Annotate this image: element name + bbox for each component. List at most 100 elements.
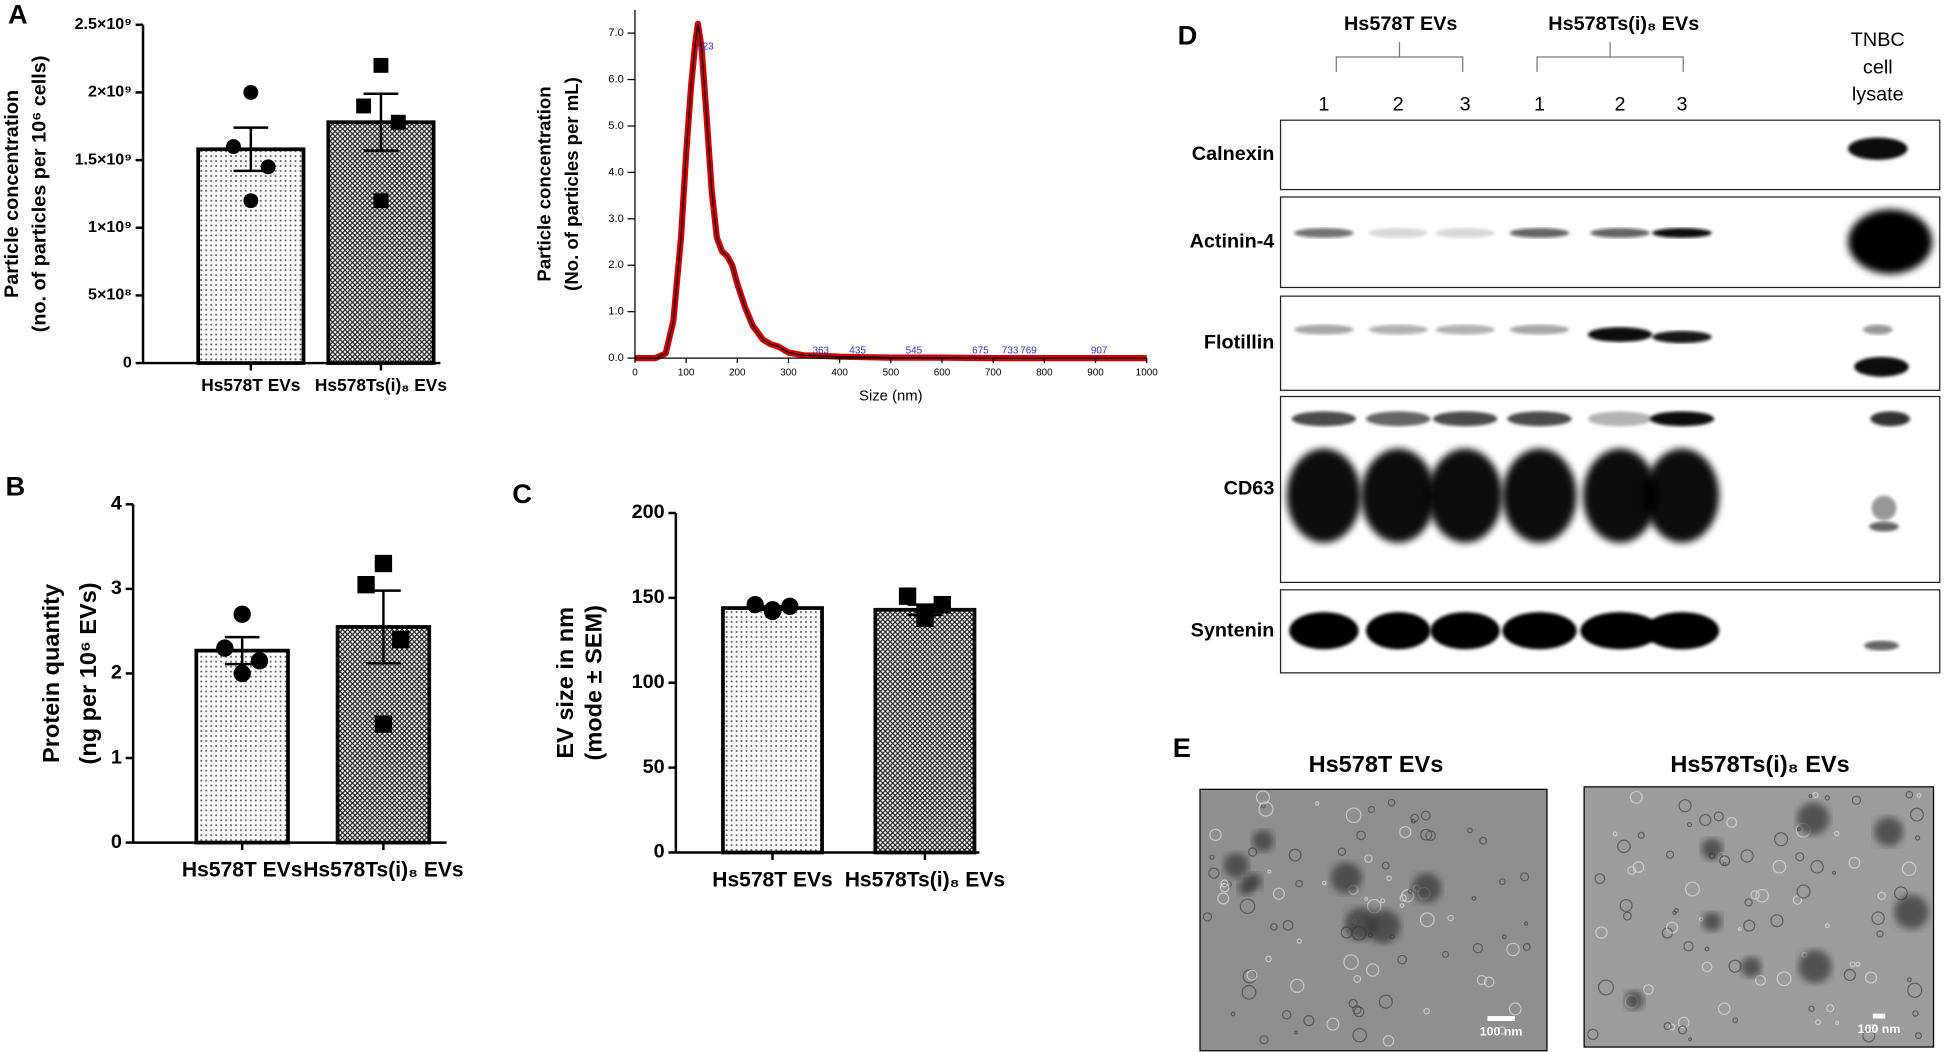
particle	[1217, 892, 1230, 905]
data-point	[392, 630, 410, 649]
particle	[1386, 875, 1392, 882]
particle	[1619, 898, 1633, 913]
y-axis-label: EV size in nm	[552, 607, 578, 759]
data-point	[233, 664, 251, 683]
y-axis-label: Protein quantity	[38, 584, 64, 763]
blot-band	[1368, 324, 1428, 335]
western-blot: Hs578T EVs Hs578Ts(i)₈ EVs TNBC cell lys…	[1190, 13, 1941, 674]
particle	[1665, 850, 1675, 859]
particle	[1737, 927, 1742, 932]
particle	[1441, 950, 1450, 958]
x-tick-label: Hs578T EVs	[201, 375, 300, 395]
y-axis-label: (ng per 10⁶ EVs)	[75, 582, 101, 764]
stain	[1894, 894, 1929, 930]
x-tick-label: 800	[1036, 368, 1053, 379]
data-point	[216, 639, 234, 657]
blot-band	[1854, 356, 1909, 377]
stain	[1796, 802, 1830, 835]
y-tick-label: 1.0	[608, 306, 624, 318]
particle	[1353, 1006, 1365, 1018]
particle	[1399, 903, 1405, 908]
particle	[1352, 1005, 1362, 1015]
particle	[1295, 879, 1303, 888]
particle	[1343, 954, 1359, 970]
x-tick-label: 1000	[1136, 368, 1159, 379]
x-axis-label: Size (nm)	[859, 388, 923, 404]
y-tick-label: 0	[123, 353, 132, 371]
particle	[1868, 1023, 1878, 1033]
x-tick-label: 100	[678, 368, 695, 379]
particle	[1208, 867, 1220, 879]
blot-band	[1590, 227, 1650, 238]
y-axis-label: (mode ± SEM)	[581, 605, 607, 760]
particle	[1849, 961, 1856, 968]
particle	[1499, 878, 1506, 886]
scale-label: 100 nm	[1480, 1024, 1523, 1038]
particle	[1387, 798, 1396, 807]
blot-band	[1286, 448, 1362, 543]
blot-band	[1361, 448, 1436, 543]
group-label: Hs578T EVs	[1344, 13, 1457, 35]
panel-label: B	[5, 470, 25, 501]
particle	[1622, 911, 1632, 921]
particle	[1407, 889, 1413, 894]
blot-band	[1430, 612, 1500, 650]
blot-band	[1652, 227, 1712, 238]
particle	[1520, 872, 1530, 882]
particle	[1663, 1022, 1672, 1031]
particle	[1627, 865, 1637, 876]
stain	[1411, 873, 1442, 903]
particle	[1314, 801, 1320, 806]
particle	[1750, 890, 1760, 900]
stain	[1245, 873, 1262, 890]
particle	[1255, 790, 1271, 805]
particle	[1202, 912, 1213, 922]
particle	[1258, 801, 1274, 817]
particle	[1597, 979, 1614, 996]
particle	[1345, 807, 1362, 824]
stain	[1741, 956, 1762, 978]
blot-band	[1587, 411, 1653, 427]
panel-label: C	[512, 478, 532, 509]
x-tick-label: Hs578T EVs	[182, 859, 303, 882]
data-point	[243, 193, 259, 209]
blot-band	[1649, 411, 1715, 427]
particle	[1410, 818, 1416, 824]
particle	[1296, 938, 1302, 944]
particle	[1281, 1009, 1292, 1020]
particle	[1672, 910, 1677, 916]
data-point	[243, 85, 259, 100]
particle	[1668, 1023, 1676, 1031]
particle	[1909, 807, 1924, 822]
particle	[1876, 930, 1884, 938]
stain	[1344, 907, 1378, 941]
particle	[1683, 941, 1694, 952]
line	[634, 23, 1147, 359]
blot-band	[1507, 411, 1572, 427]
data-point	[233, 605, 251, 623]
y-axis-label: (no. of particles per 10⁶ cells)	[28, 56, 50, 333]
particle	[1740, 849, 1754, 863]
particle	[1506, 942, 1520, 957]
particle	[1815, 1019, 1822, 1026]
particle	[1501, 934, 1507, 940]
particle	[1612, 831, 1618, 837]
y-tick-label: 150	[632, 586, 665, 608]
particle	[1916, 793, 1922, 798]
data-point	[260, 159, 276, 175]
particle	[1476, 974, 1487, 986]
particle	[1353, 974, 1362, 983]
particle	[1717, 1002, 1731, 1016]
blot-band	[1862, 324, 1893, 335]
y-tick-label: 4.0	[608, 166, 624, 178]
lane-label: 1	[1318, 94, 1329, 116]
scale-bar	[1872, 1013, 1886, 1019]
blot-row	[1279, 119, 1941, 191]
particle	[1701, 961, 1713, 973]
data-point	[373, 57, 389, 73]
particle	[1824, 923, 1830, 929]
stain	[1252, 830, 1274, 852]
y-tick-label: 100	[632, 671, 665, 693]
particle	[1364, 854, 1373, 863]
blot-band	[1502, 448, 1577, 543]
